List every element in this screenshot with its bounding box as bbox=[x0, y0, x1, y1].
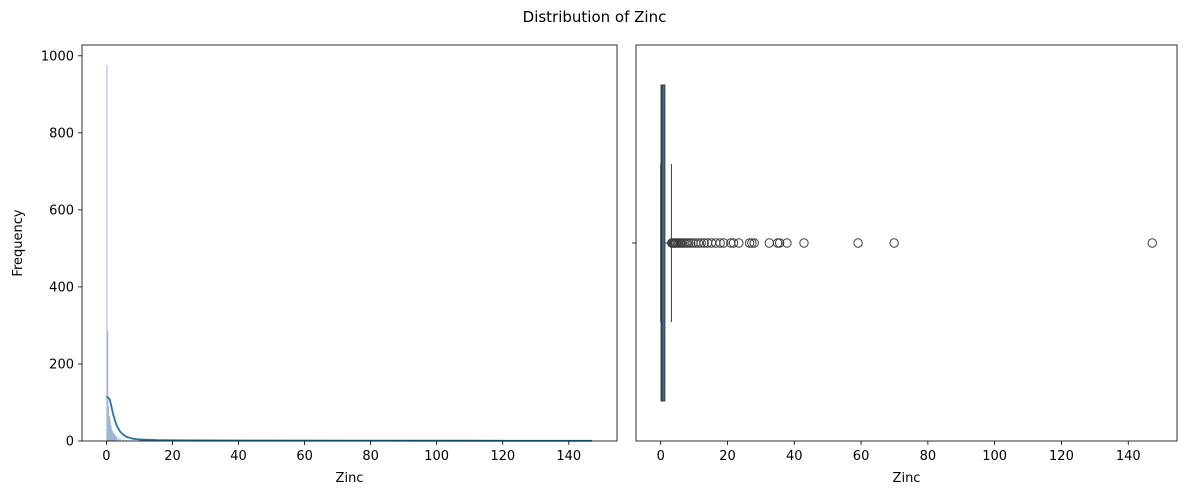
boxplot-axes-frame bbox=[635, 44, 1178, 442]
boxplot-x-ticks: 0 20 40 60 80 100 120 140 bbox=[632, 242, 1141, 464]
outlier-point bbox=[734, 238, 744, 248]
x-tick-label: 20 bbox=[164, 449, 181, 464]
histogram-bar bbox=[106, 65, 108, 441]
outlier-point bbox=[719, 238, 729, 248]
outlier-point bbox=[1147, 238, 1157, 248]
histogram-bar bbox=[108, 406, 110, 441]
histogram-x-ticks: 0 20 40 60 80 100 120 140 bbox=[102, 441, 581, 464]
histogram-bar bbox=[126, 439, 128, 441]
outlier-point bbox=[693, 238, 704, 248]
histogram-bar bbox=[122, 439, 124, 441]
histogram-panel: 0 20 40 60 80 100 120 140 0 200 400 600 800 1000 Zin… bbox=[11, 44, 618, 486]
histogram-y-axis-label: Frequency bbox=[11, 209, 26, 276]
outlier-point bbox=[744, 238, 755, 248]
histogram-bar bbox=[119, 438, 121, 441]
histogram-bar bbox=[107, 331, 109, 441]
outlier-point bbox=[699, 238, 709, 248]
histogram-bar bbox=[109, 419, 111, 441]
y-tick-label: 600 bbox=[49, 203, 74, 218]
x-tick-label: 80 bbox=[362, 449, 379, 464]
x-tick-label: 0 bbox=[657, 449, 665, 464]
histogram-bar bbox=[110, 425, 112, 441]
histogram-y-ticks: 0 200 400 600 800 1000 bbox=[41, 49, 82, 450]
histogram-bar bbox=[116, 437, 118, 441]
outlier-point bbox=[772, 238, 783, 248]
histogram-bar bbox=[114, 435, 116, 441]
y-tick-label: 800 bbox=[49, 126, 74, 141]
box-iqr bbox=[660, 84, 666, 402]
x-tick-label: 60 bbox=[853, 449, 870, 464]
histogram-bar bbox=[113, 434, 115, 441]
outlier-point bbox=[749, 238, 759, 248]
y-tick-label: 1000 bbox=[41, 49, 74, 64]
histogram-bar bbox=[113, 433, 115, 441]
outlier-point bbox=[728, 238, 739, 248]
outlier-point bbox=[686, 238, 696, 248]
histogram-bars bbox=[106, 65, 592, 442]
x-tick-label: 60 bbox=[296, 449, 313, 464]
y-tick-label: 0 bbox=[66, 435, 74, 450]
histogram-x-axis-label: Zinc bbox=[336, 471, 364, 486]
outlier-point bbox=[774, 238, 785, 248]
outlier-point bbox=[696, 238, 706, 248]
x-tick-label: 100 bbox=[424, 449, 449, 464]
outlier-point bbox=[853, 238, 863, 248]
outlier-point bbox=[747, 238, 757, 248]
outlier-point bbox=[782, 238, 792, 248]
boxplot-outliers bbox=[667, 238, 1157, 248]
x-tick-label: 20 bbox=[719, 449, 736, 464]
outlier-point bbox=[715, 238, 725, 248]
x-tick-label: 40 bbox=[786, 449, 803, 464]
histogram-axes-frame bbox=[81, 44, 618, 442]
histogram-bar bbox=[117, 437, 119, 441]
y-tick-label: 400 bbox=[49, 280, 74, 295]
outlier-point bbox=[799, 238, 809, 248]
histogram-bar bbox=[111, 429, 113, 441]
x-tick-label: 120 bbox=[490, 449, 515, 464]
outlier-point bbox=[889, 238, 899, 248]
x-tick-label: 80 bbox=[920, 449, 937, 464]
boxplot-panel: 0 20 40 60 80 100 120 140 Zinc bbox=[632, 44, 1178, 486]
x-tick-label: 140 bbox=[556, 449, 581, 464]
x-tick-label: 0 bbox=[102, 449, 110, 464]
histogram-bar bbox=[108, 415, 110, 441]
boxplot-x-axis-label: Zinc bbox=[893, 471, 921, 486]
x-tick-label: 140 bbox=[1116, 449, 1141, 464]
outlier-point bbox=[764, 238, 774, 248]
y-tick-label: 200 bbox=[49, 357, 74, 372]
histogram-bar bbox=[112, 431, 114, 441]
histogram-bar bbox=[115, 436, 117, 441]
figure-title: Distribution of Zinc bbox=[523, 8, 667, 26]
x-tick-label: 100 bbox=[982, 449, 1007, 464]
x-tick-label: 120 bbox=[1049, 449, 1074, 464]
kde-curve bbox=[106, 395, 592, 442]
x-tick-label: 40 bbox=[230, 449, 247, 464]
